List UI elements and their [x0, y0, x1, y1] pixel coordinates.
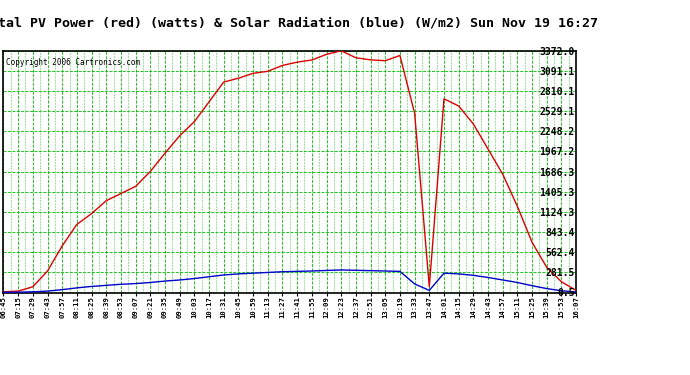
Text: Copyright 2006 Cartronics.com: Copyright 2006 Cartronics.com [6, 58, 141, 67]
Text: Total PV Power (red) (watts) & Solar Radiation (blue) (W/m2) Sun Nov 19 16:27: Total PV Power (red) (watts) & Solar Rad… [0, 17, 598, 30]
